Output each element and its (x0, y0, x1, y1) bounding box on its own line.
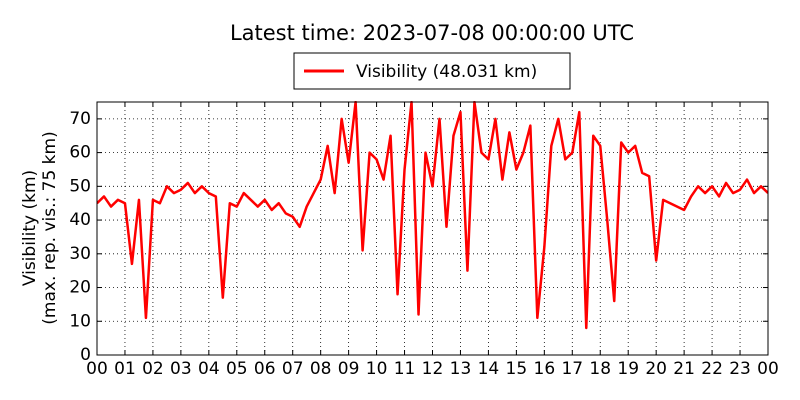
x-tick-label: 08 (310, 359, 332, 379)
y-tick-label: 10 (69, 311, 91, 331)
x-tick-label: 03 (170, 359, 192, 379)
x-tick-label: 01 (114, 359, 136, 379)
x-tick-label: 20 (645, 359, 667, 379)
y-tick-label: 0 (80, 345, 91, 365)
x-tick-label: 18 (589, 359, 611, 379)
x-tick-label: 02 (142, 359, 164, 379)
y-tick-label: 20 (69, 278, 91, 298)
y-axis-label: (max. rep. vis.: 75 km) (40, 131, 60, 324)
y-tick-label: 30 (69, 244, 91, 264)
y-tick-label: 70 (69, 109, 91, 129)
x-tick-label: 19 (617, 359, 639, 379)
x-tick-label: 21 (673, 359, 695, 379)
legend-label: Visibility (48.031 km) (356, 62, 537, 82)
x-tick-label: 15 (506, 359, 528, 379)
x-tick-label: 12 (422, 359, 444, 379)
x-tick-label: 05 (226, 359, 248, 379)
x-tick-label: 23 (729, 359, 751, 379)
legend: Visibility (48.031 km) (293, 52, 571, 90)
x-tick-label: 00 (757, 359, 779, 379)
x-tick-label: 14 (478, 359, 500, 379)
x-tick-label: 13 (450, 359, 472, 379)
y-axis-label: Visibility (km) (20, 170, 40, 286)
data-line (97, 101, 768, 330)
x-tick-label: 11 (394, 359, 416, 379)
x-tick-label: 00 (86, 359, 108, 379)
x-tick-label: 10 (366, 359, 388, 379)
plot-frame (96, 101, 769, 356)
x-tick-label: 22 (701, 359, 723, 379)
y-tick-label: 50 (69, 176, 91, 196)
x-tick-label: 04 (198, 359, 220, 379)
x-tick-label: 09 (338, 359, 360, 379)
x-tick-label: 06 (254, 359, 276, 379)
chart-title: Latest time: 2023-07-08 00:00:00 UTC (230, 21, 634, 45)
x-tick-label: 16 (534, 359, 556, 379)
x-tick-label: 17 (561, 359, 583, 379)
y-tick-label: 60 (69, 143, 91, 163)
y-tick-label: 40 (69, 210, 91, 230)
x-tick-label: 07 (282, 359, 304, 379)
